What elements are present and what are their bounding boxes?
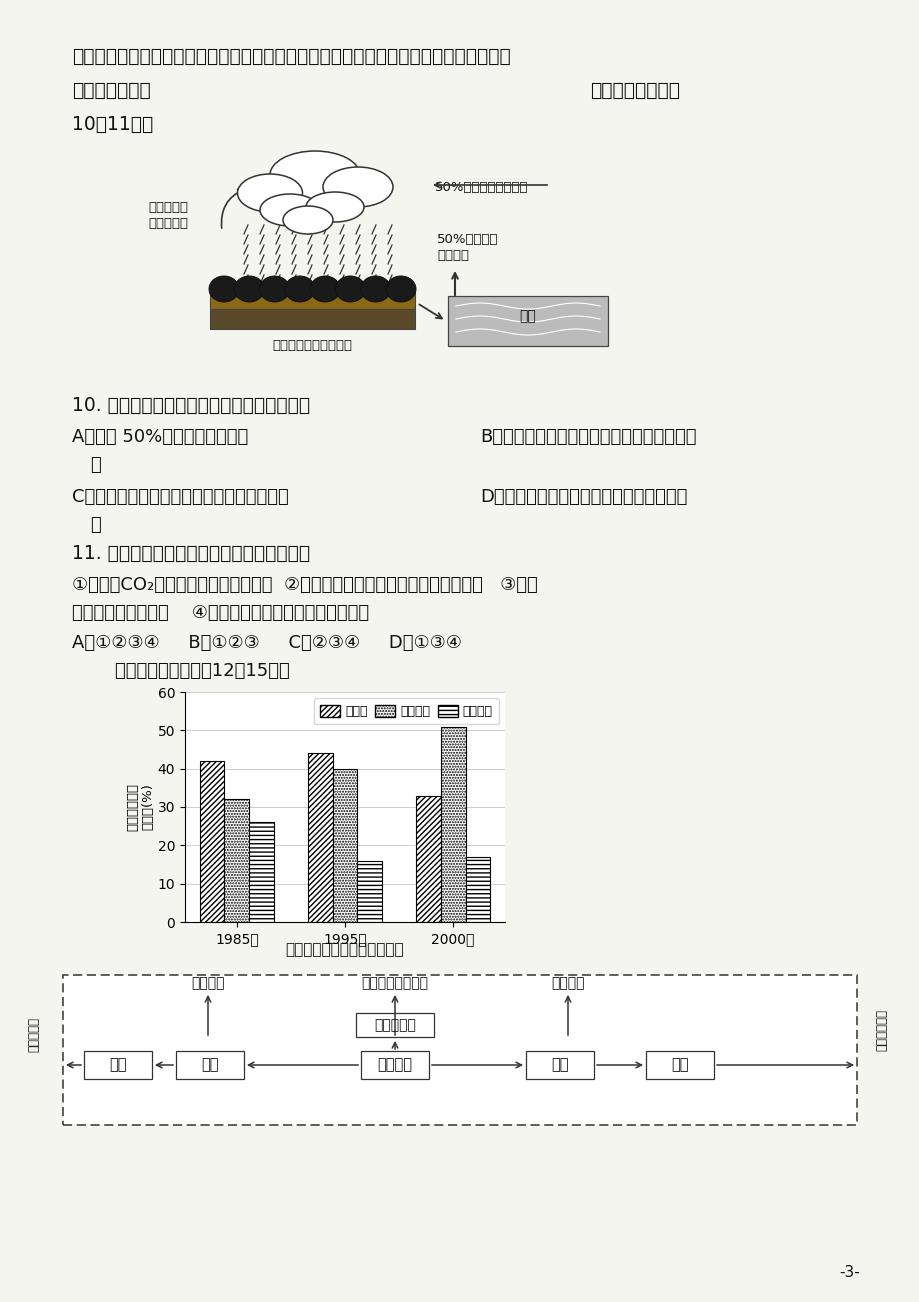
Bar <box>448 296 607 346</box>
Text: 雨林是个巨大的储水库: 雨林是个巨大的储水库 <box>272 339 352 352</box>
Bar <box>356 1013 434 1036</box>
Bar <box>84 1051 152 1079</box>
Ellipse shape <box>306 191 364 223</box>
Text: 输出铝产品: 输出铝产品 <box>28 1017 40 1052</box>
Bar <box>62 975 857 1125</box>
Ellipse shape <box>209 276 239 302</box>
Ellipse shape <box>234 276 264 302</box>
Ellipse shape <box>283 206 333 234</box>
Text: 水分被带离: 水分被带离 <box>148 201 187 214</box>
Text: 输出化工产品: 输出化工产品 <box>875 1009 888 1051</box>
Text: 10. 热带雨林对当地水循环的影响主要表现在: 10. 热带雨林对当地水循环的影响主要表现在 <box>72 396 310 415</box>
Text: 化工: 化工 <box>671 1057 688 1073</box>
Text: -3-: -3- <box>838 1266 859 1280</box>
Bar <box>645 1051 713 1079</box>
Y-axis label: 占工业增加值
的比重(%): 占工业增加值 的比重(%) <box>127 783 154 831</box>
Text: B．大量水汽被带离雨林地区，减少当地的降: B．大量水汽被带离雨林地区，减少当地的降 <box>480 428 696 447</box>
Text: 焦化: 焦化 <box>550 1057 568 1073</box>
Ellipse shape <box>310 276 340 302</box>
Ellipse shape <box>360 276 391 302</box>
Ellipse shape <box>237 174 302 212</box>
Text: 地区热带雨林水: 地区热带雨林水 <box>72 81 151 100</box>
Bar <box>332 768 357 922</box>
Bar <box>440 727 465 922</box>
Bar <box>210 292 414 309</box>
Text: 读下面两张图，回筄12～15题。: 读下面两张图，回筄12～15题。 <box>92 661 289 680</box>
Text: 水: 水 <box>90 516 101 534</box>
Text: C．雨林降水主要来自海洋，跟雨林没有关系: C．雨林降水主要来自海洋，跟雨林没有关系 <box>72 488 289 506</box>
Text: 循环图，读图完成: 循环图，读图完成 <box>589 81 679 100</box>
Ellipse shape <box>386 276 415 302</box>
Legend: 采某业, 原料工业, 加工工业: 采某业, 原料工业, 加工工业 <box>313 698 498 724</box>
Bar <box>210 309 414 329</box>
Bar <box>465 857 490 922</box>
Text: 50%的大气水: 50%的大气水 <box>437 233 498 246</box>
Ellipse shape <box>335 276 365 302</box>
Bar <box>249 823 274 922</box>
Text: 50%的大气水来自海洋: 50%的大气水来自海洋 <box>435 181 528 194</box>
Text: 气化、液化: 气化、液化 <box>374 1018 415 1032</box>
Bar <box>199 760 224 922</box>
Text: A．当地 50%的大气水来自雨林: A．当地 50%的大气水来自雨林 <box>72 428 248 447</box>
Bar <box>526 1051 594 1079</box>
Text: 煤炭开发: 煤炭开发 <box>377 1057 412 1073</box>
Text: 输出煤气、液化气: 输出煤气、液化气 <box>361 976 428 990</box>
Ellipse shape <box>285 276 314 302</box>
Text: 发电: 发电 <box>201 1057 219 1073</box>
Text: 水: 水 <box>90 456 101 474</box>
Text: 11. 如果亚马孙雨林被毁，可能造成的影响是: 11. 如果亚马孙雨林被毁，可能造成的影响是 <box>72 544 310 562</box>
Ellipse shape <box>259 276 289 302</box>
Bar <box>176 1051 244 1079</box>
Text: 海洋: 海洋 <box>519 309 536 323</box>
Text: 输出焦炭: 输出焦炭 <box>550 976 584 990</box>
Ellipse shape <box>323 167 392 207</box>
Text: ①大气中CO₂含量增多，全球气候变暖  ②全球水循环和水量平衡将受到重大影响   ③当地: ①大气中CO₂含量增多，全球气候变暖 ②全球水循环和水量平衡将受到重大影响 ③当… <box>72 575 538 594</box>
Text: 山西省工业增加值结构示意图: 山西省工业增加值结构示意图 <box>286 943 403 957</box>
Text: 热带雨林是地球上功能最强大的生态系统，也是生产能力最高的生物群落。下图是亚马孙: 热带雨林是地球上功能最强大的生态系统，也是生产能力最高的生物群落。下图是亚马孙 <box>72 47 510 66</box>
Text: 输出电力: 输出电力 <box>191 976 224 990</box>
Bar <box>360 1051 428 1079</box>
Ellipse shape <box>260 194 320 227</box>
Bar <box>415 796 440 922</box>
Text: 来自雨林: 来自雨林 <box>437 249 469 262</box>
Text: 炼铝: 炼铝 <box>109 1057 127 1073</box>
Text: 生态环境将可能恶化    ④雨林地区物种灭绝速率将大大加快: 生态环境将可能恶化 ④雨林地区物种灭绝速率将大大加快 <box>72 604 369 622</box>
Text: 亚马孙地区: 亚马孙地区 <box>148 217 187 230</box>
Text: D．雨林是个巨大的储水库，会减少当地降: D．雨林是个巨大的储水库，会减少当地降 <box>480 488 686 506</box>
Text: A．①②③④     B．①②③     C．②③④     D．①③④: A．①②③④ B．①②③ C．②③④ D．①③④ <box>72 634 461 652</box>
Bar <box>307 754 332 922</box>
Text: 10－11题。: 10－11题。 <box>72 115 153 134</box>
Ellipse shape <box>269 151 359 199</box>
Bar <box>224 799 249 922</box>
Bar <box>357 861 382 922</box>
